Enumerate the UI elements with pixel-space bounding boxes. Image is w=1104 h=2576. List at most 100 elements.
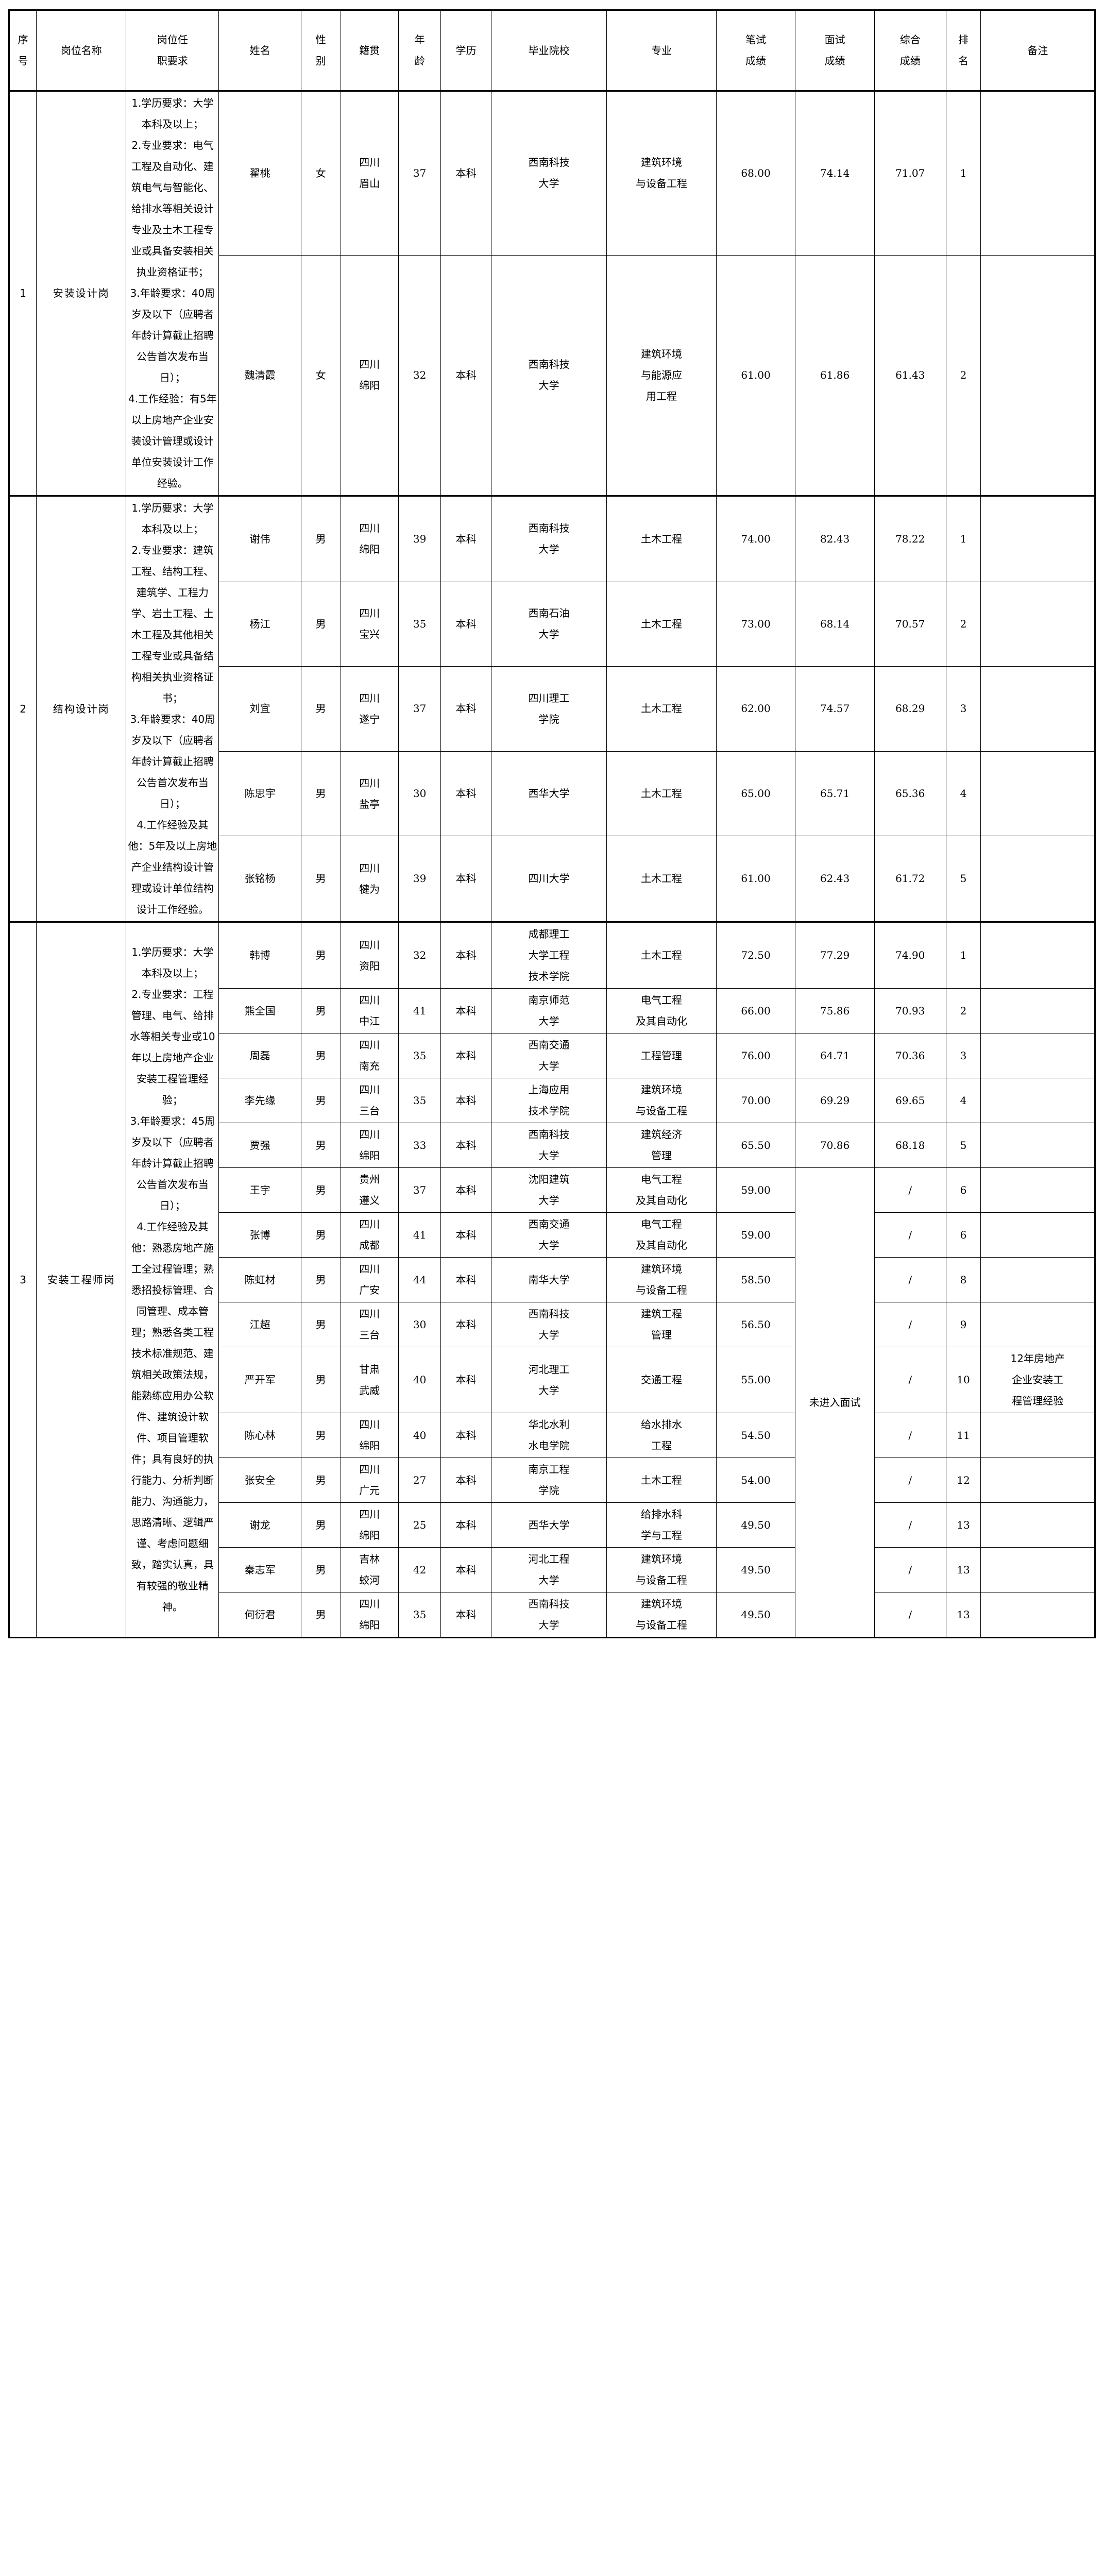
candidate-origin-cell: 四川 绵阳 — [340, 1502, 399, 1548]
remark-cell — [980, 1212, 1095, 1258]
candidate-school-cell: 四川大学 — [490, 836, 607, 922]
row-index-cell: 2 — [8, 495, 37, 922]
candidate-major-cell: 建筑经济 管理 — [606, 1123, 717, 1168]
candidate-age-cell: 33 — [398, 1123, 441, 1168]
candidate-education-cell: 本科 — [440, 1078, 491, 1123]
candidate-name-cell: 张铭杨 — [218, 836, 301, 922]
rank-cell: 13 — [945, 1502, 981, 1548]
table-row: 3 安装工程师岗 1.学历要求：大学本科及以上； 2.专业要求：工程管理、电气、给排水… — [8, 921, 1095, 1638]
candidate-age-cell: 37 — [398, 1167, 441, 1213]
candidate-major-cell: 建筑环境 与设备工程 — [606, 90, 717, 256]
total-score-cell: 70.36 — [874, 1033, 946, 1078]
candidate-school-cell: 四川理工 学院 — [490, 666, 607, 752]
candidate-origin-cell: 四川 绵阳 — [340, 495, 399, 582]
written-score-cell: 66.00 — [716, 988, 796, 1033]
candidate-name-cell: 贾强 — [218, 1123, 301, 1168]
total-score-cell: / — [874, 1458, 946, 1503]
candidate-gender-cell: 男 — [300, 1458, 341, 1503]
total-score-cell: 74.90 — [874, 921, 946, 989]
candidate-name-cell: 张安全 — [218, 1458, 301, 1503]
written-score-cell: 72.50 — [716, 921, 796, 989]
recruitment-result-sheet: 序号岗位名称 岗位任 职要求 姓名性别籍贯年龄学历 毕业院校 专业 笔试 成绩 面试 成绩 综合 成绩… — [8, 9, 1096, 1638]
written-score-cell: 65.50 — [716, 1123, 796, 1168]
candidate-origin-cell: 四川 绵阳 — [340, 1413, 399, 1458]
table-row: 陈思宇男四川 盐亭 30 本科 西华大学 土木工程 65.00 65.71 65.36 4 — [9, 751, 1095, 837]
candidate-gender-cell: 男 — [300, 1347, 341, 1413]
candidate-gender-cell: 男 — [300, 1033, 341, 1078]
candidate-age-cell: 41 — [398, 988, 441, 1033]
candidate-age-cell: 37 — [398, 666, 441, 752]
candidate-school-cell: 河北工程 大学 — [490, 1547, 607, 1592]
candidate-origin-cell: 四川 三台 — [340, 1302, 399, 1347]
column-header-interview: 面试 成绩 — [795, 10, 875, 91]
remark-cell — [980, 1123, 1095, 1168]
candidate-age-cell: 32 — [398, 255, 441, 497]
candidate-major-cell: 建筑环境 与能源应 用工程 — [606, 255, 717, 497]
post-requirement-cell: 1.学历要求：大学本科及以上； 2.专业要求：电气工程及自动化、建筑电气与智能化、… — [126, 90, 219, 496]
candidate-education-cell: 本科 — [440, 1033, 491, 1078]
candidate-major-cell: 建筑环境 与设备工程 — [606, 1547, 717, 1592]
table-row: 周磊男四川 南充 35 本科 西南交通 大学 工程管理 76.00 64.71 70.36 3 — [9, 1033, 1095, 1078]
candidate-school-cell: 南京工程 学院 — [490, 1458, 607, 1503]
rank-cell: 11 — [945, 1413, 981, 1458]
candidate-education-cell: 本科 — [440, 921, 491, 989]
table-row: 熊全国男四川 中江 41 本科 南京师范 大学 电气工程 及其自动化 66.00 75.86 70.… — [9, 988, 1095, 1033]
candidate-age-cell: 35 — [398, 1078, 441, 1123]
candidate-gender-cell: 男 — [300, 836, 341, 922]
column-header-written: 笔试 成绩 — [716, 10, 796, 91]
table-row: 魏清霞女四川 绵阳 32 本科 西南科技 大学 建筑环境 与能源应 用工程 61.00 61.86 6… — [9, 255, 1095, 497]
candidate-major-cell: 工程管理 — [606, 1033, 717, 1078]
written-score-cell: 62.00 — [716, 666, 796, 752]
written-score-cell: 74.00 — [716, 495, 796, 582]
candidate-origin-cell: 甘肃 武威 — [340, 1347, 399, 1413]
rank-cell: 2 — [945, 988, 981, 1033]
candidate-name-cell: 何衍君 — [218, 1592, 301, 1638]
interview-score-cell: 61.86 — [795, 255, 875, 497]
written-score-cell: 49.50 — [716, 1502, 796, 1548]
candidate-age-cell: 35 — [398, 581, 441, 667]
total-score-cell: 71.07 — [874, 90, 946, 256]
candidate-origin-cell: 四川 宝兴 — [340, 581, 399, 667]
written-score-cell: 61.00 — [716, 836, 796, 922]
candidate-gender-cell: 男 — [300, 1547, 341, 1592]
candidate-school-cell: 河北理工 大学 — [490, 1347, 607, 1413]
candidate-age-cell: 40 — [398, 1413, 441, 1458]
total-score-cell: 61.43 — [874, 255, 946, 497]
written-score-cell: 55.00 — [716, 1347, 796, 1413]
remark-cell — [980, 1302, 1095, 1347]
candidate-education-cell: 本科 — [440, 1347, 491, 1413]
candidate-major-cell: 给排水科 学与工程 — [606, 1502, 717, 1548]
table-body: 1 安装设计岗 1.学历要求：大学本科及以上； 2.专业要求：电气工程及自动化、建筑电… — [8, 90, 1095, 1638]
table-row: 严开军男甘肃 武威 40 本科 河北理工 大学 交通工程 55.00 /10 12年房地产 企业安装… — [9, 1347, 1095, 1413]
candidate-education-cell: 本科 — [440, 751, 491, 837]
candidate-age-cell: 27 — [398, 1458, 441, 1503]
candidate-major-cell: 土木工程 — [606, 921, 717, 989]
candidate-origin-cell: 四川 绵阳 — [340, 1592, 399, 1638]
written-score-cell: 65.00 — [716, 751, 796, 837]
rank-cell: 8 — [945, 1257, 981, 1302]
table-row: 2 结构设计岗 1.学历要求：大学本科及以上； 2.专业要求：建筑工程、结构工程、建筑… — [8, 495, 1095, 922]
candidate-gender-cell: 男 — [300, 921, 341, 989]
candidate-name-cell: 陈虹材 — [218, 1257, 301, 1302]
rank-cell: 6 — [945, 1212, 981, 1258]
written-score-cell: 59.00 — [716, 1212, 796, 1258]
column-header-idx: 序号 — [8, 10, 37, 91]
candidate-age-cell: 40 — [398, 1347, 441, 1413]
row-index-cell: 3 — [8, 921, 37, 1638]
candidate-school-cell: 上海应用 技术学院 — [490, 1078, 607, 1123]
candidate-origin-cell: 四川 绵阳 — [340, 1123, 399, 1168]
candidate-education-cell: 本科 — [440, 1458, 491, 1503]
written-score-cell: 54.50 — [716, 1413, 796, 1458]
table-row: 张博男四川 成都 41 本科 西南交通 大学 电气工程 及其自动化 59.00 /6 — [9, 1212, 1095, 1258]
table-row: 陈心林男四川 绵阳 40 本科 华北水利 水电学院 给水排水 工程 54.50 /11 — [9, 1413, 1095, 1458]
rank-cell: 2 — [945, 255, 981, 497]
candidate-school-cell: 西南石油 大学 — [490, 581, 607, 667]
candidate-school-cell: 沈阳建筑 大学 — [490, 1167, 607, 1213]
total-score-cell: / — [874, 1212, 946, 1258]
candidate-age-cell: 37 — [398, 90, 441, 256]
remark-cell — [980, 751, 1095, 837]
candidate-major-cell: 交通工程 — [606, 1347, 717, 1413]
candidate-school-cell: 南华大学 — [490, 1257, 607, 1302]
table-row: 1 安装设计岗 1.学历要求：大学本科及以上； 2.专业要求：电气工程及自动化、建筑电… — [8, 90, 1095, 496]
rank-cell: 1 — [945, 90, 981, 256]
